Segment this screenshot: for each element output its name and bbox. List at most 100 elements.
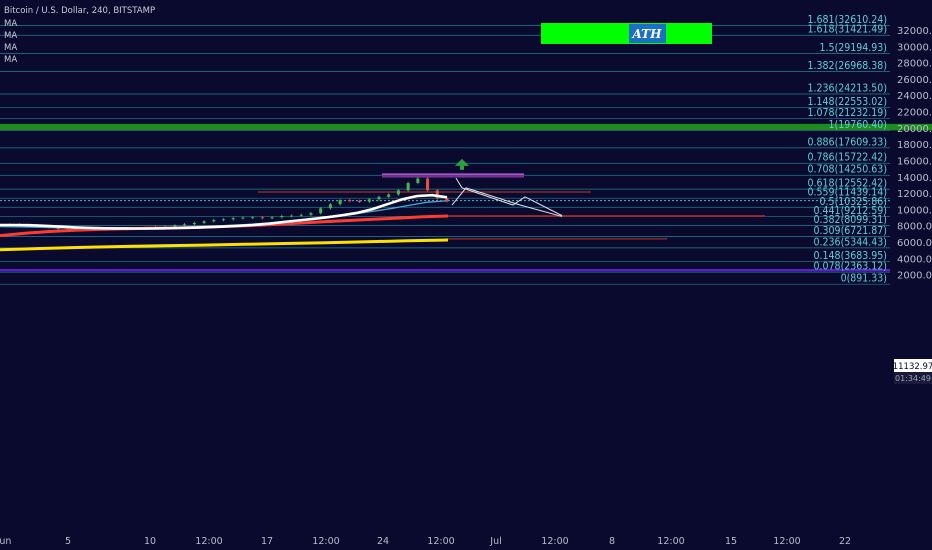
fib-label-0.708: 0.708(14250.63) [808, 164, 887, 176]
series-layer [0, 177, 449, 252]
candle-body-46 [445, 198, 449, 202]
projection-path-2 [455, 177, 563, 217]
price-tick-10000: 10000.00 [897, 205, 932, 216]
price-tick-26000: 26000.00 [897, 75, 932, 86]
price-tick-16000: 16000.00 [897, 156, 932, 167]
fib-label-0.5: 0.5(10325.86) [820, 196, 887, 208]
candle-body-35 [338, 200, 342, 205]
time-tick-3: 12:00 [195, 536, 222, 547]
time-axis[interactable]: Jun 5 10 12:00 17 12:00 24 12:00 Jul 12:00 8 12:00 1… [0, 536, 851, 547]
time-tick-0: Jun [0, 536, 11, 547]
candle-body-44 [426, 178, 430, 191]
header: Bitcoin / U.S. Dollar, 240, BITSTAMP MA … [4, 6, 155, 65]
candle-body-21 [202, 221, 206, 223]
ath-label-bg [629, 24, 666, 43]
candle-body-37 [358, 200, 362, 202]
price-tick-22000: 22000.00 [897, 108, 932, 119]
price-badge-bg [894, 359, 932, 372]
candle-body-33 [319, 208, 323, 214]
candle-body-45 [435, 190, 439, 199]
price-tick-6000: 6000.00 [897, 238, 932, 249]
candle-body-36 [348, 200, 352, 202]
fib-label-0.618: 0.618(12552.42) [808, 178, 887, 190]
price-tick-18000: 18000.00 [897, 140, 932, 151]
price-tick-32000: 32000.00 [897, 26, 932, 37]
candle-body-38 [367, 199, 371, 202]
moving-average-ma_white [0, 193, 448, 230]
time-tick-7: 12:00 [427, 536, 454, 547]
time-tick-6: 24 [377, 536, 389, 547]
indicator-ma-2[interactable]: MA [4, 31, 17, 41]
candle-body-23 [222, 219, 225, 221]
fib-label-1.5: 1.5(29194.93) [820, 42, 887, 54]
price-tick-28000: 28000.00 [897, 59, 932, 70]
candle-body-32 [309, 213, 313, 215]
time-tick-2: 10 [144, 536, 156, 547]
fib-label-0.236: 0.236(5344.43) [814, 236, 887, 248]
candle-body-25 [241, 217, 245, 219]
candle-body-24 [231, 218, 235, 220]
price-axis[interactable]: 2000.00 4000.00 6000.00 8000.00 10000.00 1200… [890, 0, 932, 550]
target-arrow-stem [460, 165, 464, 170]
candle-body-31 [299, 214, 303, 216]
current-price-badge: 11132.97 01:34:49 [893, 359, 932, 384]
fib-label-0.786: 0.786(15722.42) [808, 152, 887, 164]
green-resistance-zone [0, 123, 932, 131]
time-tick-8: Jul [489, 536, 501, 547]
time-tick-5: 12:00 [312, 536, 339, 547]
time-tick-14: 22 [839, 536, 851, 547]
time-tick-1: 5 [65, 536, 71, 547]
indicator-ma-3[interactable]: MA [4, 43, 17, 53]
candle-body-30 [290, 215, 294, 217]
time-tick-12: 15 [725, 536, 737, 547]
indicator-ma-4[interactable]: MA [4, 55, 17, 65]
time-tick-4: 17 [261, 536, 273, 547]
ath-annotation[interactable]: ATH [541, 23, 712, 44]
ath-box [541, 23, 712, 44]
projection-path-1 [451, 187, 563, 217]
candle-body-41 [396, 190, 400, 195]
price-tick-8000: 8000.00 [897, 222, 932, 233]
fib-label-0.441: 0.441(9212.59) [814, 205, 887, 217]
time-tick-11: 12:00 [657, 536, 684, 547]
price-tick-2000: 2000.00 [897, 271, 932, 282]
fib-label-0: 0(891.33) [841, 273, 887, 285]
price-axis-bg [890, 0, 932, 550]
fib-label-1.148: 1.148(22553.02) [808, 96, 887, 108]
candle-body-18 [173, 225, 177, 227]
price-badge-text: 11132.97 [893, 362, 932, 372]
fib-label-0.886: 0.886(17609.33) [808, 136, 887, 148]
price-tick-12000: 12000.00 [897, 189, 932, 200]
symbol-title: Bitcoin / U.S. Dollar, 240, BITSTAMP [4, 6, 155, 16]
purple-support-zone [0, 269, 890, 272]
fib-label-1.618: 1.618(31421.49) [808, 24, 887, 36]
candle-body-39 [377, 196, 381, 200]
price-tick-4000: 4000.00 [897, 254, 932, 265]
candle-body-28 [270, 217, 274, 219]
fib-label-1.382: 1.382(26968.38) [808, 60, 887, 72]
price-axis-green-band [890, 123, 932, 131]
candle-body-43 [416, 178, 420, 183]
price-tick-14000: 14000.00 [897, 173, 932, 184]
candle-body-42 [406, 182, 410, 191]
zones-layer [0, 123, 932, 272]
fib-label-1: 1(19760.40) [829, 119, 887, 131]
time-tick-9: 12:00 [541, 536, 568, 547]
indicator-ma-1[interactable]: MA [4, 19, 17, 29]
fib-label-0.382: 0.382(8099.31) [814, 214, 887, 226]
candle-body-20 [192, 222, 196, 225]
fib-label-1.681: 1.681(32610.24) [808, 14, 887, 26]
fib-label-0.148: 0.148(3683.95) [814, 250, 887, 262]
candle-body-19 [183, 224, 187, 226]
ath-label: ATH [632, 27, 663, 41]
countdown-badge-bg [894, 372, 932, 384]
candle-body-27 [260, 217, 264, 219]
candle-body-22 [212, 220, 216, 222]
candle-body-40 [387, 194, 391, 197]
price-tick-24000: 24000.00 [897, 91, 932, 102]
moving-average-ma_yellow [0, 238, 449, 252]
fib-label-0.309: 0.309(6721.87) [814, 225, 887, 237]
candle-body-26 [251, 217, 255, 219]
